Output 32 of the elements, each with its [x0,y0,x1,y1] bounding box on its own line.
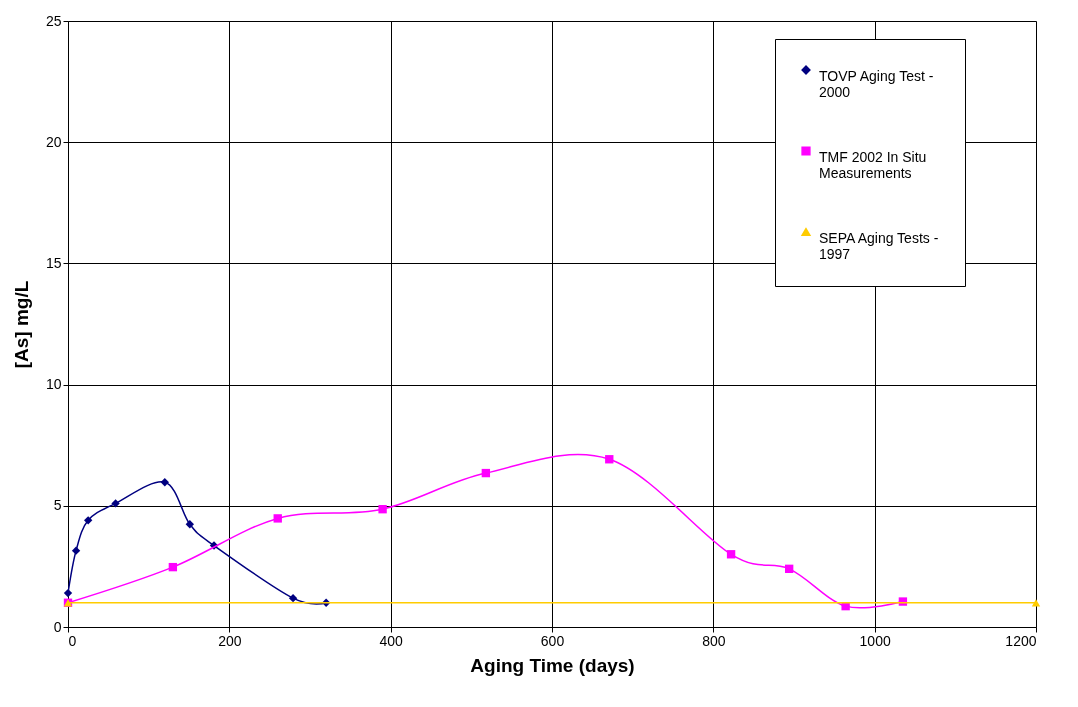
point [168,562,178,572]
y-tick-label: 25 [45,12,62,29]
x-tick-label: 1000 [859,632,891,649]
point [378,505,387,514]
point [160,478,169,487]
point [71,546,81,555]
x-tick-label: 800 [702,632,726,649]
point [83,516,93,525]
x-tick-label: 600 [540,632,565,649]
point [481,468,491,478]
x-tick-label: 400 [379,632,404,649]
legend-label: TOVP Aging Test - 2000 [819,68,934,100]
x-tick-label: 0 [68,632,77,649]
x-axis-title: Aging Time (days) [470,654,635,676]
point [288,593,298,603]
y-tick-label: 10 [45,376,62,393]
x-tick-label: 200 [218,632,242,649]
y-tick-label: 5 [53,497,62,514]
legend-label: TMF 2002 In Situ Measurements [819,149,927,181]
point [111,499,120,508]
y-tick-label: 0 [53,618,62,635]
point [726,550,736,559]
point [784,564,794,574]
point [63,588,73,598]
y-tick-label: 20 [45,133,62,150]
x-tick-label: 1200 [1005,632,1037,649]
point [273,514,282,523]
point [605,455,614,464]
point [185,520,194,529]
legend-label: SEPA Aging Tests - 1997 [819,230,939,262]
y-tick-label: 15 [45,254,62,271]
y-axis-title: [As] mg/L [10,280,32,369]
